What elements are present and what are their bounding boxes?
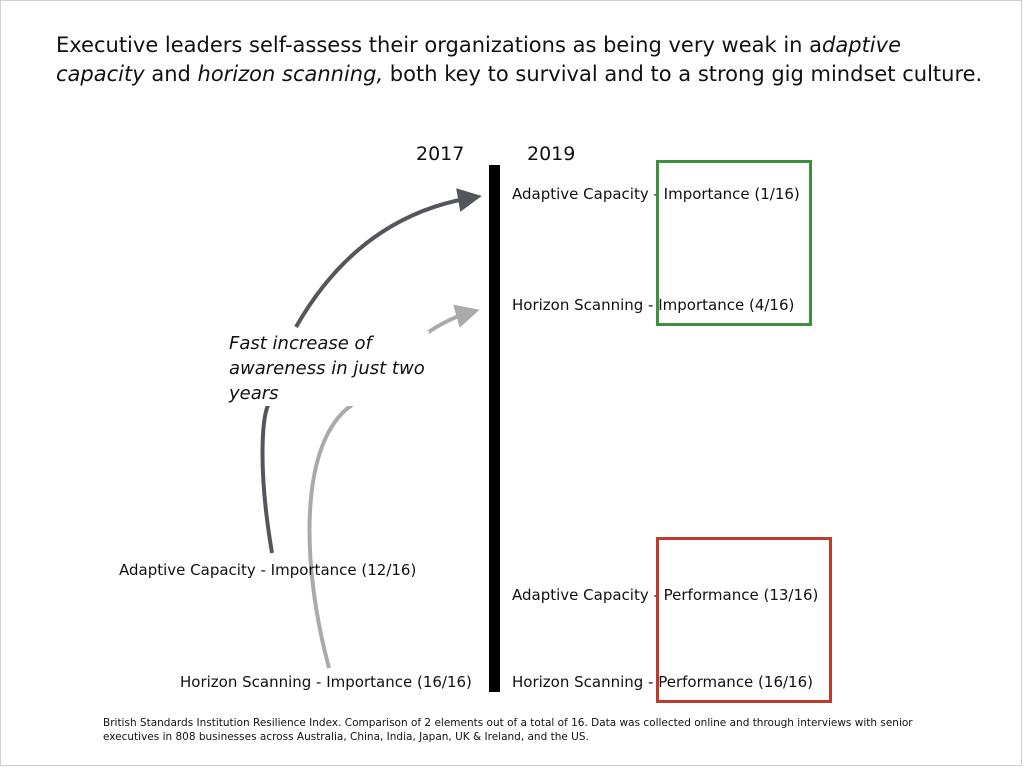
label-2017-adaptive-importance: Adaptive Capacity - Importance (12/16) <box>119 561 417 579</box>
headline-text-2: and <box>144 62 198 86</box>
label-2017-horizon-importance: Horizon Scanning - Importance (16/16) <box>180 673 472 691</box>
label-2019-adaptive-importance: Adaptive Capacity - Importance (1/16) <box>512 185 800 203</box>
arrow-adaptive-capacity <box>260 198 471 554</box>
headline-italic-adaptive: daptive capacity <box>56 33 901 86</box>
label-2019-adaptive-performance: Adaptive Capacity - Performance (13/16) <box>512 586 819 604</box>
label-2019-horizon-importance: Horizon Scanning - Importance (4/16) <box>512 296 795 314</box>
label-2019-horizon-performance: Horizon Scanning - Performance (16/16) <box>512 673 813 691</box>
headline-italic-horizon: horizon scanning, <box>197 62 384 86</box>
source-note: British Standards Institution Resilience… <box>103 717 913 743</box>
headline: Executive leaders self-assess their orga… <box>56 31 986 89</box>
annotation-fast-increase: Fast increase of awareness in just two y… <box>229 331 429 406</box>
headline-text-3: both key to survival and to a strong gig… <box>383 62 983 86</box>
timeline-bar <box>489 165 500 692</box>
importance-frame <box>656 160 812 326</box>
year-2019-label: 2019 <box>527 143 576 165</box>
year-2017-label: 2017 <box>416 143 465 165</box>
headline-text-1: Executive leaders self-assess their orga… <box>56 33 823 57</box>
performance-frame <box>656 537 832 703</box>
